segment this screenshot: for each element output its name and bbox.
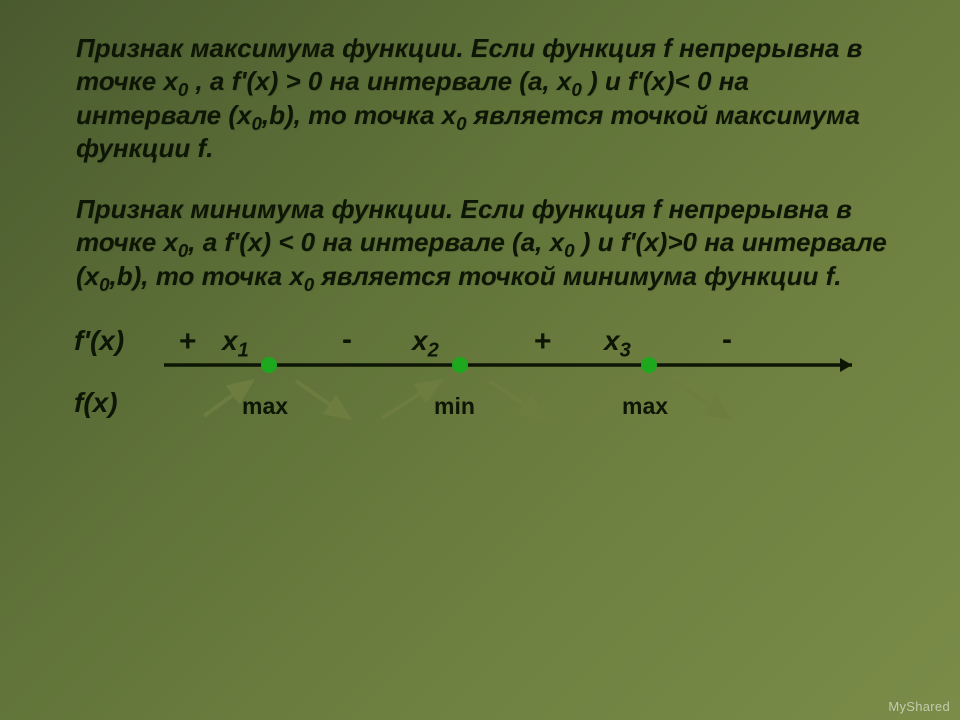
max-title: Признак максимума функции.	[76, 33, 464, 63]
min-title: Признак минимума функции.	[76, 194, 453, 224]
sign-plus-2: +	[534, 325, 552, 359]
max-label-1: max	[242, 393, 288, 420]
sign-plus-1: +	[179, 325, 197, 359]
x2-label: x2	[412, 325, 439, 357]
sign-minus-2: -	[722, 323, 732, 357]
min-criterion: Признак минимума функции. Если функция f…	[76, 193, 888, 293]
f-label: f(x)	[74, 387, 118, 419]
x3-label: x3	[604, 325, 631, 357]
max-label-2: max	[622, 393, 668, 420]
fprime-label: f'(x)	[74, 325, 124, 357]
sign-minus-1: -	[342, 323, 352, 357]
sign-diagram: f'(x) f(x) + x1 - x2 + x3 - max min max	[74, 321, 854, 441]
max-criterion: Признак максимума функции. Если функция …	[76, 32, 888, 165]
x1-label: x1	[222, 325, 249, 357]
watermark: MyShared	[888, 699, 950, 714]
min-label-1: min	[434, 393, 475, 420]
